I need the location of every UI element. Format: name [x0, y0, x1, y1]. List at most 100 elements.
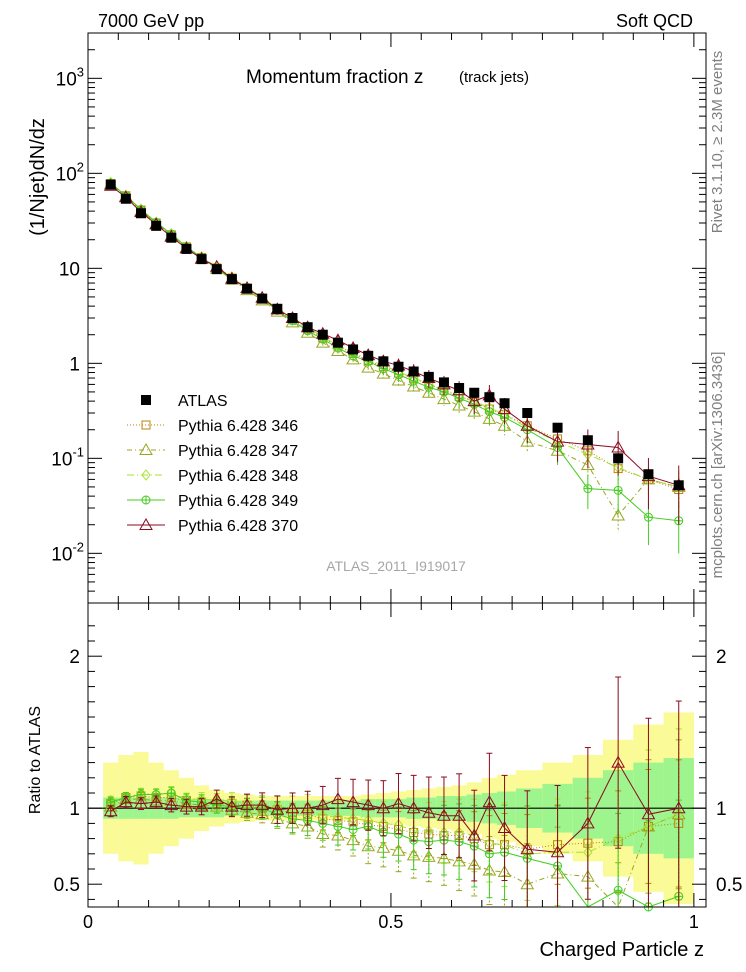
- main-y-label: (1/Njet)dN/dz: [27, 118, 49, 236]
- ratio-point: [611, 755, 626, 768]
- ratio-point: [520, 842, 535, 855]
- ratio-point: [376, 801, 391, 814]
- x-tick-label: 0.5: [378, 912, 403, 932]
- ratio-point: [482, 795, 497, 808]
- ratio-point: [315, 798, 330, 811]
- legend-marker: [141, 420, 151, 430]
- data-point: [454, 382, 465, 393]
- data-point: [226, 274, 237, 285]
- data-point: [406, 379, 421, 392]
- ratio-point: [613, 885, 623, 895]
- y-tick-label: 1: [69, 354, 80, 375]
- data-point: [391, 373, 406, 386]
- data-point: [393, 361, 404, 372]
- data-point: [437, 392, 451, 405]
- data-point: [317, 329, 328, 340]
- ratio-y-label: Ratio to ATLAS: [27, 706, 44, 814]
- legend-label: Pythia 6.428 347: [178, 443, 298, 460]
- ratio-y-tick-label: 1: [69, 799, 80, 820]
- data-point: [520, 418, 535, 431]
- data-point: [613, 453, 624, 464]
- data-point: [136, 208, 147, 219]
- ratio-point: [300, 801, 315, 814]
- data-point: [522, 408, 533, 418]
- legend-label: Pythia 6.428 348: [178, 468, 298, 485]
- ratio-line: [110, 798, 679, 908]
- ratio-point: [391, 796, 406, 809]
- ratio-point: [225, 799, 239, 812]
- legend-label: ATLAS: [178, 393, 228, 410]
- plot-title-note: (track jets): [459, 69, 529, 86]
- data-point: [469, 387, 480, 398]
- ratio-point: [641, 807, 656, 820]
- legend-marker: [139, 517, 153, 530]
- data-point: [120, 193, 131, 204]
- ratio-frame: [87, 602, 707, 908]
- data-point: [580, 458, 595, 471]
- legend: ATLAS Pythia 6.428 346 Pythia 6.428 347 Pyt…: [127, 393, 298, 535]
- series-s348: [106, 176, 684, 514]
- ratio-point: [406, 801, 421, 814]
- data-point: [611, 508, 626, 521]
- ratio-y-tick-label: 0.5: [716, 875, 742, 896]
- ratio-point: [255, 798, 270, 811]
- data-point: [583, 484, 593, 494]
- series-data: [105, 179, 684, 491]
- data-point: [105, 179, 116, 190]
- ratio-point: [550, 845, 565, 858]
- data-point: [643, 469, 654, 480]
- y-tick-label: 10-2: [51, 539, 84, 565]
- data-point: [613, 485, 623, 495]
- ratio-point: [166, 788, 176, 798]
- x-axis-label: Charged Particle z: [539, 939, 704, 961]
- data-point: [467, 404, 482, 417]
- ratio-point: [671, 801, 686, 814]
- ratio-point: [119, 795, 133, 808]
- data-point: [181, 243, 192, 254]
- data-point: [552, 422, 563, 433]
- y-tick-label: 10-1: [51, 444, 84, 470]
- y-tick-label: 102: [56, 159, 84, 185]
- series-line: [110, 183, 679, 490]
- ratio-point: [346, 795, 360, 808]
- ratio-point: [580, 816, 595, 829]
- data-point: [550, 434, 565, 447]
- ratio-point: [103, 804, 118, 817]
- plot-title: Momentum fraction z: [246, 67, 423, 88]
- ratio-point: [149, 795, 164, 808]
- series-line: [110, 182, 679, 488]
- legend-label: Pythia 6.428 370: [178, 518, 298, 535]
- series-line: [110, 185, 679, 486]
- ratio-series-s370: [103, 676, 686, 908]
- x-tick-label: 1: [689, 912, 699, 932]
- ratio-y-tick-label: 2: [716, 647, 727, 668]
- data-point: [452, 398, 466, 411]
- ratio-point: [134, 796, 148, 809]
- ratio-point: [421, 805, 436, 818]
- ratio-point: [348, 824, 358, 834]
- data-point: [302, 322, 313, 333]
- series-line: [110, 183, 679, 517]
- side-note-version: Rivet 3.1.10, ≥ 2.3M events: [709, 51, 726, 234]
- ratio-point: [164, 798, 179, 811]
- data-point: [423, 371, 434, 382]
- plot-curves: [103, 176, 686, 912]
- data-point: [673, 480, 684, 491]
- data-point: [287, 313, 298, 323]
- side-note-source: mcplots.cern.ch [arXiv:1306.3436]: [709, 352, 726, 579]
- ratio-point: [333, 821, 343, 831]
- ratio-point: [285, 801, 300, 814]
- data-point: [438, 377, 449, 388]
- data-point: [421, 385, 436, 398]
- data-point: [151, 220, 162, 231]
- data-point: [211, 264, 222, 275]
- x-tick-label: 0: [83, 912, 93, 932]
- data-point: [332, 337, 343, 348]
- ratio-point: [361, 798, 376, 811]
- ratio-point: [270, 802, 285, 815]
- data-point: [196, 254, 207, 265]
- data-point: [166, 232, 177, 243]
- analysis-id: ATLAS_2011_I919017: [326, 558, 466, 574]
- ratio-point: [209, 792, 224, 805]
